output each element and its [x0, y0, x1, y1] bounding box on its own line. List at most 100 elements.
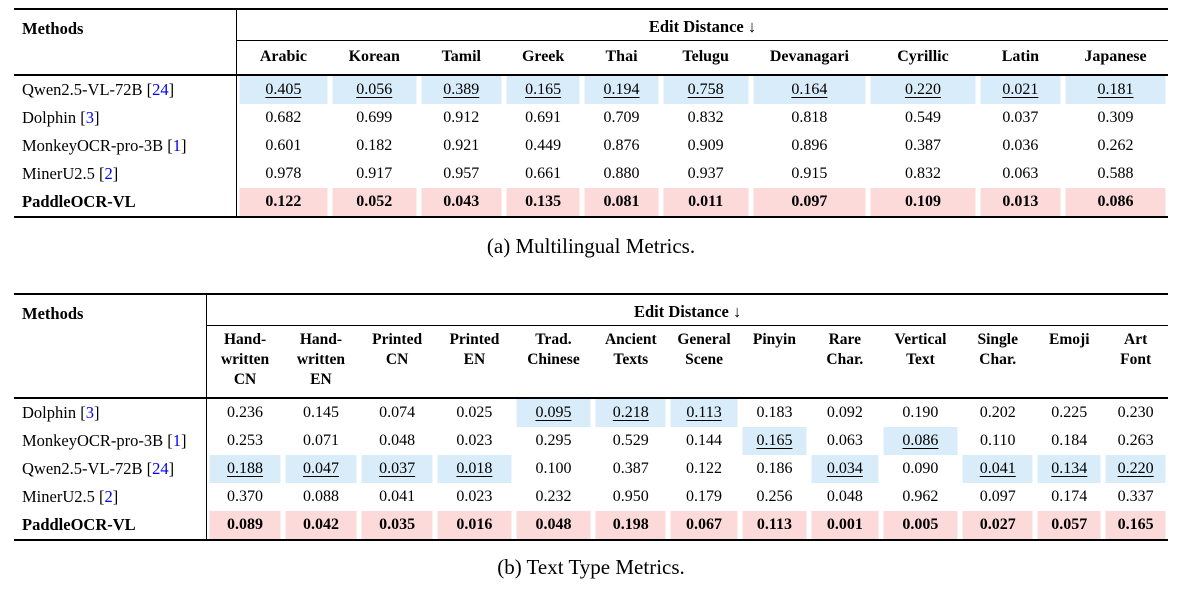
- metric-value: 0.113: [739, 511, 810, 541]
- method-label: Qwen2.5-VL-72B: [22, 80, 143, 99]
- underlined-value: 0.041: [979, 460, 1016, 478]
- text-type-metrics-table: Methods Edit Distance ↓ Hand-written CN Hand…: [14, 293, 1168, 541]
- citation-link[interactable]: 1: [172, 136, 182, 155]
- table-row: MonkeyOCR-pro-3B [1] 0.253 0.071 0.048 0.023…: [14, 427, 1168, 456]
- citation-link[interactable]: 1: [172, 431, 182, 451]
- column-header: Korean: [348, 48, 400, 65]
- table-row: Dolphin [3] 0.682 0.699 0.912 0.691 0.709 0.83…: [14, 104, 1168, 132]
- metric-value: 0.047: [282, 455, 360, 484]
- metric-value: 0.232: [535, 488, 572, 506]
- underlined-value: 0.134: [1051, 460, 1088, 478]
- column-header: Rare Char.: [826, 331, 864, 369]
- metric-value: 0.005: [880, 511, 961, 541]
- metric-value: 0.067: [668, 511, 740, 541]
- metric-value: 0.601: [265, 137, 302, 154]
- metric-value: 0.011: [660, 188, 751, 217]
- method-label: MonkeyOCR-pro-3B: [22, 136, 164, 155]
- column-header: Tamil: [441, 48, 481, 65]
- table-header-row: Methods Edit Distance ↓: [14, 294, 1168, 399]
- column-header: Thai: [605, 48, 638, 65]
- metric-value: 0.387: [904, 137, 941, 154]
- metric-value: 0.144: [686, 432, 723, 450]
- table-row: PaddleOCR-VL 0.122 0.052 0.043 0.135 0.081 0.0…: [14, 188, 1168, 217]
- method-label: Dolphin: [22, 403, 77, 423]
- metric-value: 0.179: [686, 488, 723, 506]
- metric-value: 0.025: [456, 404, 493, 422]
- method-label: Dolphin: [22, 108, 77, 127]
- citation-link[interactable]: 2: [104, 164, 113, 183]
- column-header: Single Char.: [977, 331, 1018, 369]
- underlined-value: 0.034: [826, 460, 863, 478]
- table-row: Dolphin [3] 0.236 0.145 0.074 0.025 0.095 0.21…: [14, 398, 1168, 428]
- table-row: PaddleOCR-VL 0.089 0.042 0.035 0.016 0.048 0.1…: [14, 511, 1168, 541]
- method-name-cell: MinerU2.5 [2]: [14, 160, 237, 188]
- column-header: Cyrillic: [897, 48, 949, 65]
- metric-value: 0.709: [603, 109, 640, 126]
- metric-value: 0.001: [809, 511, 881, 541]
- underlined-value: 0.113: [686, 404, 722, 422]
- column-header: Emoji: [1049, 331, 1090, 348]
- metric-value: 0.957: [443, 165, 480, 182]
- paper-figure-page: Methods Edit Distance ↓ Arabic Korean Tamil G…: [14, 9, 1168, 579]
- metric-value: 0.921: [443, 137, 480, 154]
- metric-value: 0.917: [356, 165, 393, 182]
- metric-value: 0.110: [980, 432, 1016, 450]
- metric-value: 0.036: [1002, 137, 1039, 154]
- metric-value: 0.164: [750, 75, 869, 104]
- metric-value: 0.063: [826, 432, 863, 450]
- column-header: Greek: [521, 48, 565, 65]
- method-label: MonkeyOCR-pro-3B: [22, 431, 164, 451]
- table-b-header: Methods Edit Distance ↓ Hand-written CN Hand…: [14, 294, 1168, 399]
- underlined-value: 0.056: [356, 81, 393, 98]
- metric-value: 0.023: [456, 488, 493, 506]
- method-label: MinerU2.5: [22, 164, 95, 183]
- method-name-cell: MonkeyOCR-pro-3B [1]: [14, 427, 208, 456]
- method-label: Qwen2.5-VL-72B: [22, 459, 143, 479]
- metric-value: 0.041: [379, 488, 416, 506]
- metric-value: 0.090: [902, 460, 939, 478]
- metric-value: 0.134: [1035, 455, 1104, 484]
- citation-link[interactable]: 24: [152, 80, 169, 99]
- metric-value: 0.198: [593, 511, 669, 541]
- underlined-value: 0.220: [904, 81, 941, 98]
- method-name-cell: PaddleOCR-VL: [14, 188, 237, 217]
- table-a-caption: (a) Multilingual Metrics.: [486, 234, 696, 258]
- metric-value: 0.405: [236, 75, 330, 104]
- method-label: PaddleOCR-VL: [22, 192, 136, 211]
- methods-column-header: Methods: [14, 9, 237, 75]
- metric-value: 0.071: [302, 432, 339, 450]
- method-label: PaddleOCR-VL: [22, 515, 136, 535]
- metric-value: 0.092: [826, 404, 863, 422]
- table-row: Qwen2.5-VL-72B [24] 0.188 0.047 0.037 0.018 0…: [14, 455, 1168, 484]
- metric-value: 0.097: [979, 488, 1016, 506]
- metric-value: 0.896: [791, 137, 828, 154]
- metric-value: 0.449: [525, 137, 562, 154]
- metric-value: 0.088: [302, 488, 339, 506]
- citation-link[interactable]: 24: [152, 459, 169, 479]
- column-header: Hand-written CN: [220, 331, 270, 389]
- metric-value: 0.095: [513, 398, 594, 428]
- citation-link[interactable]: 3: [85, 108, 94, 127]
- metric-value: 0.876: [603, 137, 640, 154]
- metric-value: 0.188: [206, 455, 283, 484]
- metric-value: 0.016: [435, 511, 514, 541]
- citation-link[interactable]: 2: [104, 487, 113, 507]
- metric-value: 0.256: [756, 488, 793, 506]
- column-header: Art Font: [1120, 331, 1152, 369]
- citation-link[interactable]: 3: [85, 403, 94, 423]
- underlined-value: 0.165: [525, 81, 562, 98]
- metric-value: 0.262: [1097, 137, 1134, 154]
- metric-group-header: Edit Distance ↓: [206, 294, 1168, 326]
- table-a-body: Qwen2.5-VL-72B [24] 0.405 0.056 0.389 0.165 0…: [14, 75, 1168, 217]
- metric-value: 0.309: [1097, 109, 1134, 126]
- column-header: Ancient Texts: [604, 331, 657, 369]
- metric-value: 0.174: [1051, 488, 1088, 506]
- column-header: Pinyin: [752, 331, 796, 348]
- metric-value: 0.691: [525, 109, 562, 126]
- metric-value: 0.962: [902, 488, 939, 506]
- metric-value: 0.145: [302, 404, 339, 422]
- column-header-row: Arabic Korean Tamil Greek Thai Telugu Devanaga…: [14, 41, 1168, 76]
- metric-value: 0.086: [1063, 188, 1168, 217]
- metric-value: 0.037: [1002, 109, 1039, 126]
- metric-value: 0.218: [593, 398, 669, 428]
